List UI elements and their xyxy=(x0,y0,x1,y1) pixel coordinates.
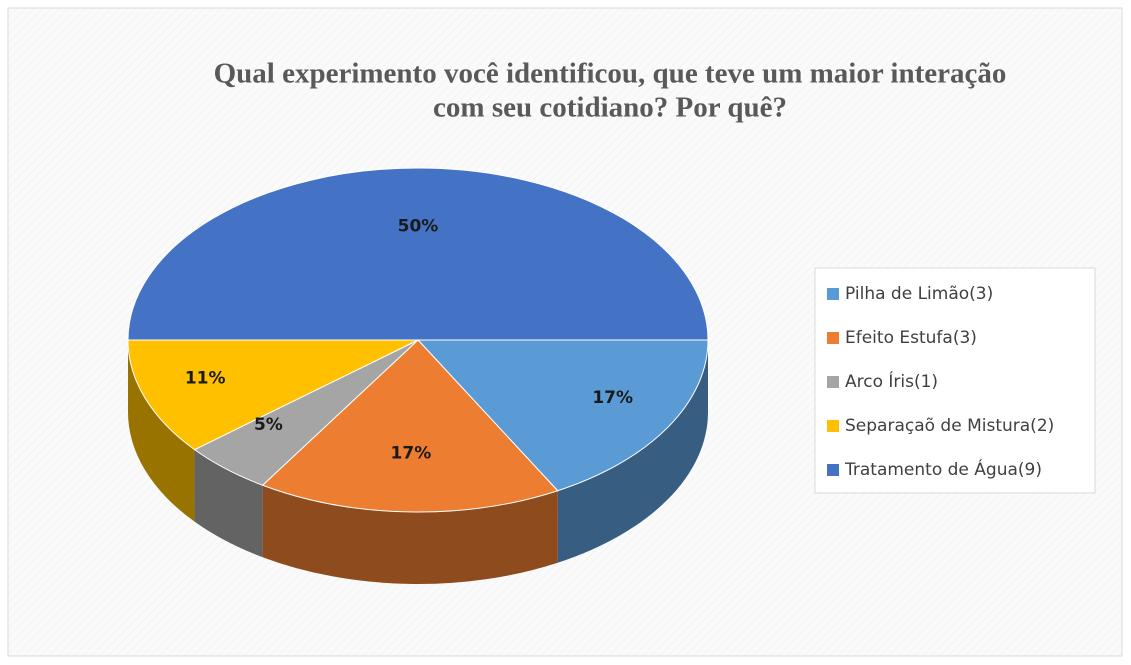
slice-side xyxy=(128,340,195,522)
legend-swatch xyxy=(827,288,839,300)
data-label: 17% xyxy=(592,388,633,408)
legend-swatch xyxy=(827,332,839,344)
chart-title: Qual experimento você identificou, que t… xyxy=(214,58,1007,90)
legend-label: Tratamento de Água(9) xyxy=(844,458,1042,480)
legend-label: Pilha de Limão(3) xyxy=(845,284,993,304)
data-label: 11% xyxy=(185,368,226,388)
data-label: 50% xyxy=(398,216,439,236)
data-label: 17% xyxy=(391,443,432,463)
slice-side xyxy=(262,485,558,584)
legend-swatch xyxy=(827,376,839,388)
legend-swatch xyxy=(827,420,839,432)
legend-swatch xyxy=(827,464,839,476)
data-label: 5% xyxy=(254,415,283,435)
slice xyxy=(127,167,709,341)
legend-box xyxy=(814,267,1096,494)
slice xyxy=(127,339,419,451)
slice-side xyxy=(557,340,708,563)
legend-label: Efeito Estufa(3) xyxy=(845,328,977,348)
chart-subtitle: com seu cotidiano? Por quê? xyxy=(433,92,787,124)
legend-label: Separaçaõ de Mistura(2) xyxy=(845,416,1054,436)
legend-label: Arco Íris(1) xyxy=(845,370,938,392)
slice xyxy=(261,339,559,513)
slice xyxy=(416,339,709,492)
slice-side xyxy=(194,449,263,558)
